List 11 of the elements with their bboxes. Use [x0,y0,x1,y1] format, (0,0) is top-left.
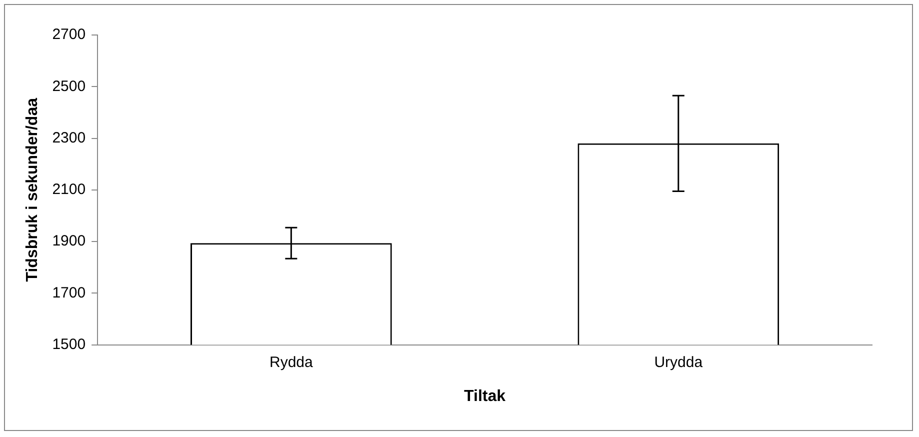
y-axis-title: Tidsbruk i sekunder/daa [24,98,42,282]
y-tick-label: 2100 [52,181,86,198]
x-axis-title: Tiltak [464,388,506,405]
y-tick-label: 1700 [52,284,86,302]
y-tick-label: 2700 [52,26,86,44]
y-tick-label: 1900 [52,232,86,250]
x-tick-label: Rydda [269,354,314,371]
x-tick-label: Urydda [654,354,704,371]
y-tick-label: 2300 [52,129,86,146]
y-tick-label: 1500 [52,336,86,353]
y-tick-label: 2500 [52,78,86,95]
